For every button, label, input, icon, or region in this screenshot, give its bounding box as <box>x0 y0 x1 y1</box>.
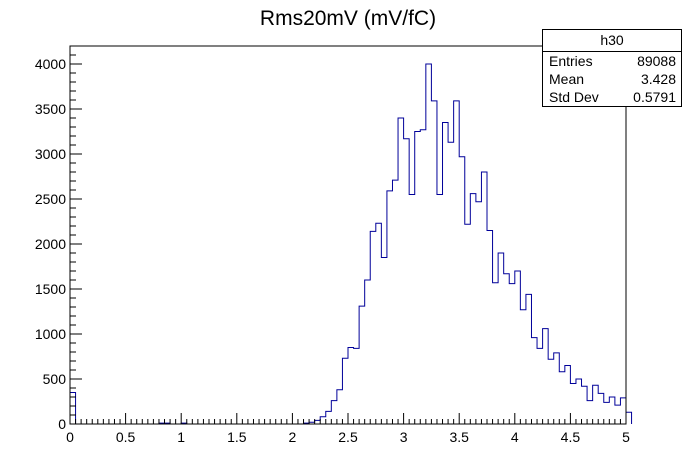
stats-label: Std Dev <box>549 89 599 105</box>
x-tick-label: 4.5 <box>561 429 581 445</box>
histogram-bin <box>498 253 504 424</box>
histogram-bin <box>504 274 510 424</box>
stats-label: Entries <box>549 53 593 69</box>
histogram-bin <box>615 405 621 424</box>
histogram-bin <box>598 393 604 424</box>
histogram-bin <box>415 132 421 425</box>
x-tick-label: 0.5 <box>116 429 136 445</box>
histogram-bin <box>392 180 398 424</box>
histogram-bin <box>593 385 599 424</box>
stats-value: 3.428 <box>640 71 676 87</box>
histogram-bin <box>431 101 437 424</box>
histogram-bin <box>437 195 443 425</box>
histogram-bin <box>420 130 426 424</box>
histogram-bin <box>404 139 410 424</box>
histogram-bin <box>565 366 571 425</box>
histogram-bin <box>337 390 343 424</box>
histogram-bin <box>409 195 415 425</box>
histogram-bin <box>548 359 554 424</box>
histogram-bin <box>509 284 515 424</box>
x-tick-label: 4 <box>511 429 519 445</box>
y-tick-label: 1000 <box>35 326 66 342</box>
stats-value: 0.5791 <box>633 89 676 105</box>
histogram-bin <box>515 271 521 424</box>
y-tick-label: 4000 <box>35 56 66 72</box>
stats-row-std-dev: Std Dev 0.5791 <box>543 88 681 106</box>
stats-label: Mean <box>549 71 585 87</box>
histogram-bin <box>315 420 321 424</box>
y-tick-label: 500 <box>43 371 67 387</box>
histogram-bin <box>543 329 549 424</box>
histogram-bin <box>487 231 493 425</box>
y-axis: 0 500 1000 1500 2000 2500 3000 3500 4000 <box>35 45 82 432</box>
histogram-bin <box>354 348 360 424</box>
y-tick-label: 0 <box>58 416 66 432</box>
histogram-bin <box>587 401 593 424</box>
histogram-bin <box>376 223 382 424</box>
histogram-bin <box>370 231 376 424</box>
histogram-bin <box>342 358 348 424</box>
x-tick-label: 2.5 <box>338 429 358 445</box>
stats-box-histogram-name: h30 <box>543 30 681 52</box>
histogram-bin <box>443 123 449 425</box>
y-tick-label: 3000 <box>35 146 66 162</box>
stats-value: 89088 <box>637 53 676 69</box>
stats-box: h30 Entries 89088 Mean 3.428 Std Dev 0.5… <box>542 29 682 107</box>
histogram-bin <box>348 348 354 425</box>
x-tick-label: 1.5 <box>227 429 247 445</box>
histogram-bin <box>604 402 610 424</box>
histogram-bin <box>570 384 576 425</box>
histogram-bin <box>576 379 582 424</box>
histogram-bin <box>426 64 432 424</box>
x-axis: 0 0.5 1 1.5 2 2.5 3 3.5 4 4.5 5 <box>66 413 630 445</box>
x-tick-label: 0 <box>66 429 74 445</box>
histogram-bin <box>476 202 482 424</box>
x-tick-label: 2 <box>289 429 297 445</box>
histogram-bin <box>387 191 393 424</box>
histogram-bin <box>470 194 476 424</box>
histogram-bin <box>465 224 471 424</box>
histogram-bin <box>493 283 499 424</box>
histogram-bin <box>531 338 537 424</box>
histogram-bin <box>537 348 543 424</box>
histogram-bin <box>481 172 487 424</box>
histogram-bin <box>582 386 588 424</box>
histogram-bin <box>331 401 337 424</box>
histogram-bin <box>554 353 560 424</box>
x-tick-label: 1 <box>177 429 185 445</box>
x-tick-label: 3.5 <box>449 429 469 445</box>
histogram-bin <box>559 372 565 424</box>
histogram-bin <box>526 294 532 424</box>
chart-title: Rms20mV (mV/fC) <box>260 7 436 30</box>
y-tick-label: 2500 <box>35 191 66 207</box>
histogram-bin <box>326 411 332 424</box>
histogram-bin <box>365 280 371 424</box>
histogram-bin <box>626 412 632 424</box>
x-tick-label: 3 <box>400 429 408 445</box>
histogram-bin <box>320 417 326 424</box>
histogram-bin <box>459 157 465 424</box>
histogram-bin <box>448 142 454 424</box>
histogram-bin <box>454 101 460 424</box>
y-tick-label: 3500 <box>35 101 66 117</box>
histogram-bin <box>520 310 526 424</box>
x-tick-label: 5 <box>622 429 630 445</box>
histogram-bin <box>398 118 404 424</box>
histogram-bin <box>381 258 387 425</box>
y-tick-label: 1500 <box>35 281 66 297</box>
histogram-bin <box>620 398 626 424</box>
histogram-bin <box>609 397 615 424</box>
y-tick-label: 2000 <box>35 236 66 252</box>
stats-row-entries: Entries 89088 <box>543 52 681 70</box>
histogram-series-line <box>69 63 633 425</box>
histogram-bin <box>359 306 365 424</box>
stats-row-mean: Mean 3.428 <box>543 70 681 88</box>
plot-area <box>70 64 632 424</box>
